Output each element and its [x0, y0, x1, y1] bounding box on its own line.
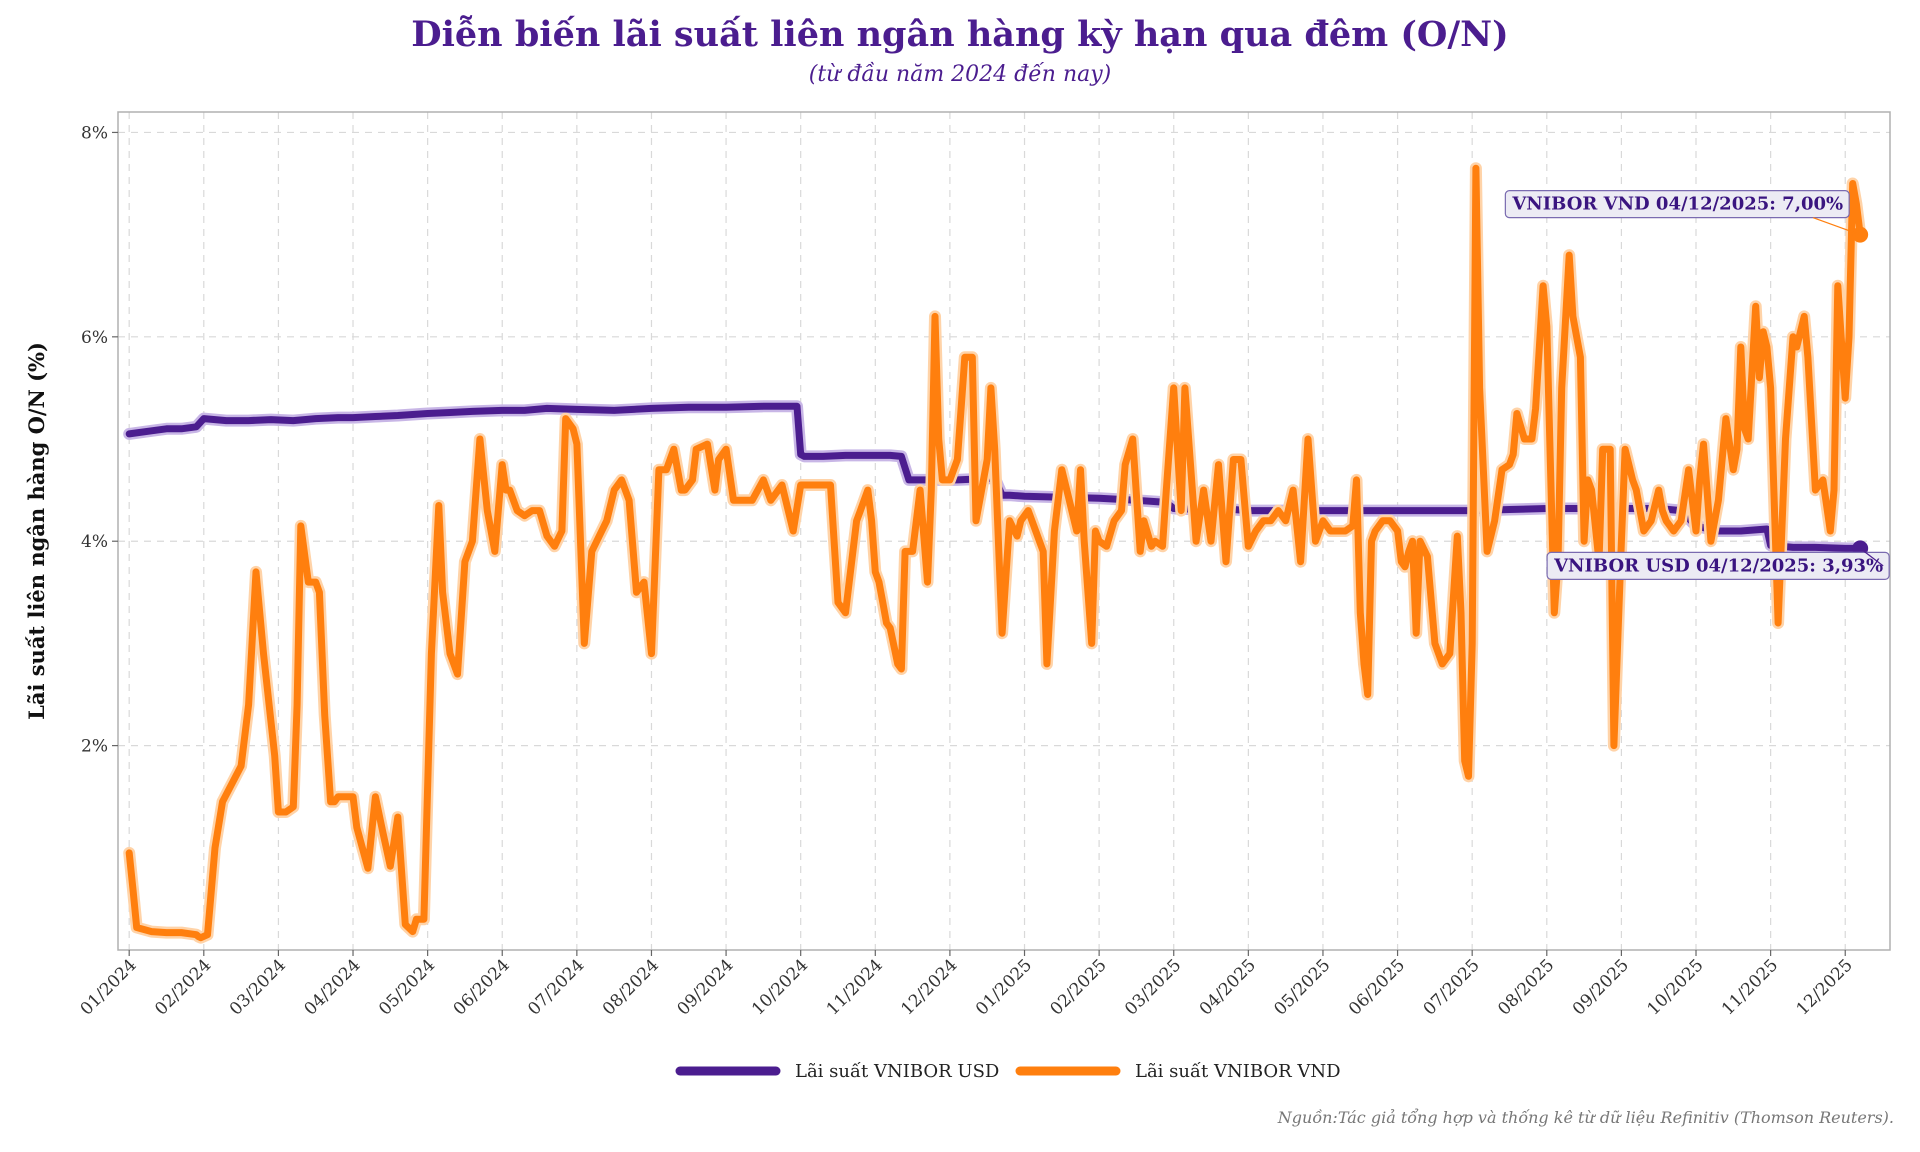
x-tick-label: 09/2025	[1569, 955, 1633, 1019]
x-tick-label: 05/2024	[375, 955, 439, 1019]
legend-label: Lãi suất VNIBOR USD	[795, 1061, 999, 1082]
x-tick-label: 03/2024	[226, 955, 290, 1019]
x-tick-label: 04/2024	[300, 955, 364, 1019]
legend-item-usd: Lãi suất VNIBOR USD	[675, 1061, 999, 1082]
annotation-leader	[1859, 547, 1884, 567]
legend-item-vnd: Lãi suất VNIBOR VND	[1015, 1061, 1341, 1082]
source-note: Nguồn:Tác giả tổng hợp và thống kê từ dữ…	[1277, 1108, 1894, 1127]
y-axis-label: Lãi suất liên ngân hàng O/N (%)	[24, 342, 49, 720]
x-tick-label: 12/2025	[1793, 955, 1857, 1019]
x-tick-label: 06/2025	[1345, 955, 1409, 1019]
x-tick-label: 04/2025	[1196, 955, 1260, 1019]
y-axis: 2% 4% 6% 8%	[81, 123, 118, 757]
annotation-usd: VNIBOR USD 04/12/2025: 3,93%	[1546, 547, 1890, 580]
series-line	[125, 164, 1864, 942]
x-tick-label: 05/2025	[1270, 955, 1334, 1019]
x-tick-label: 10/2024	[748, 955, 812, 1019]
annotation-vnd: VNIBOR VND 04/12/2025: 7,00%	[1504, 190, 1861, 236]
x-tick-label: 10/2025	[1643, 955, 1707, 1019]
x-tick-label: 02/2025	[1047, 955, 1111, 1019]
legend: Lãi suất VNIBOR USD Lãi suất VNIBOR VND	[675, 1061, 1341, 1082]
y-tick-label: 2%	[81, 737, 108, 757]
plot-frame	[117, 111, 1891, 951]
x-tick-label: 07/2025	[1420, 955, 1484, 1019]
x-tick-label: 06/2024	[450, 955, 514, 1019]
x-axis: 01/2024 02/2024 03/2024 04/2024 05/2024 06/20…	[77, 950, 1857, 1019]
annotation-box	[1546, 551, 1890, 580]
x-tick-label: 01/2024	[77, 955, 141, 1019]
x-tick-label: 02/2024	[151, 955, 215, 1019]
annotation-text: VNIBOR VND 04/12/2025: 7,00%	[1511, 194, 1843, 215]
series-group	[123, 162, 1869, 944]
legend-label: Lãi suất VNIBOR VND	[1135, 1061, 1341, 1082]
annotations: VNIBOR VND 04/12/2025: 7,00% VNIBOR USD 0…	[1504, 190, 1890, 580]
x-tick-label: 03/2025	[1121, 955, 1185, 1019]
y-tick-label: 6%	[81, 328, 108, 348]
annotation-leader	[1812, 217, 1861, 236]
annotation-box	[1504, 190, 1850, 219]
y-tick-label: 4%	[81, 532, 108, 552]
x-tick-label: 08/2025	[1494, 955, 1558, 1019]
chart-title: Diễn biến lãi suất liên ngân hàng kỳ hạn…	[411, 14, 1509, 55]
chart-subtitle: (từ đầu năm 2024 đến nay)	[808, 62, 1112, 87]
y-tick-label: 8%	[81, 123, 108, 143]
annotation-text: VNIBOR USD 04/12/2025: 3,93%	[1553, 555, 1883, 576]
x-tick-label: 11/2025	[1718, 955, 1782, 1019]
x-tick-label: 01/2025	[972, 955, 1036, 1019]
x-tick-label: 07/2024	[524, 955, 588, 1019]
x-tick-label: 08/2024	[599, 955, 663, 1019]
x-tick-label: 11/2024	[823, 955, 887, 1019]
x-tick-label: 12/2024	[897, 955, 961, 1019]
x-tick-label: 09/2024	[674, 955, 738, 1019]
